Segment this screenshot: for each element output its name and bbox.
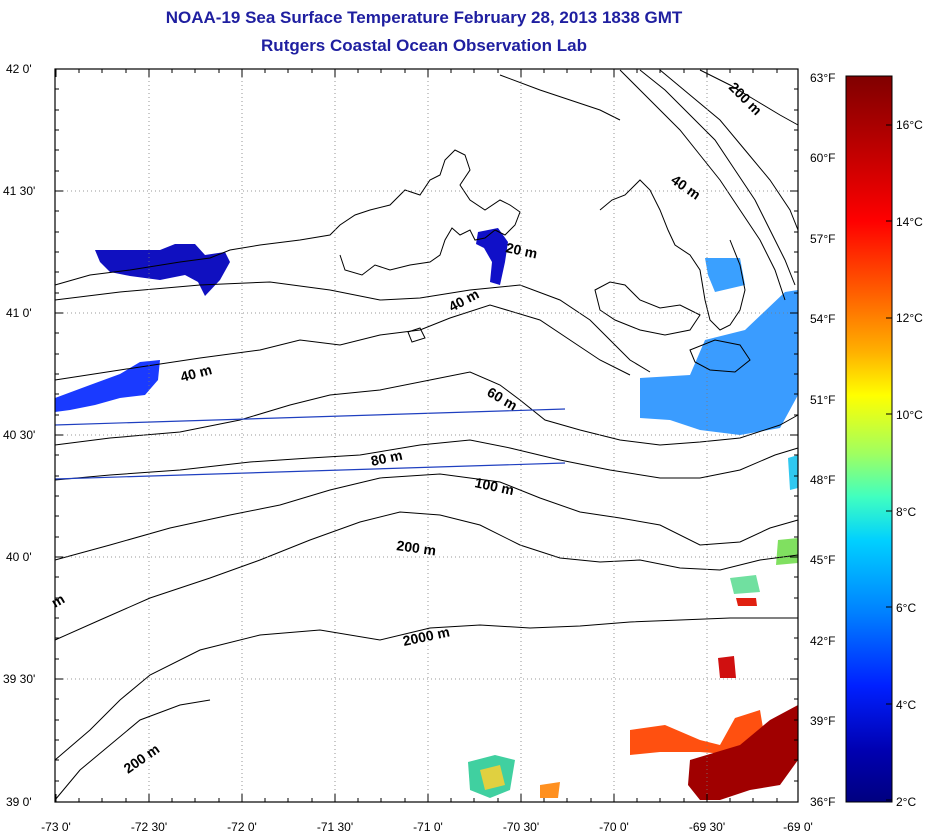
coastline-rhode-island — [339, 227, 496, 276]
contour-label-200m-gulf: 200 m — [726, 79, 765, 118]
track-lines — [54, 408, 566, 480]
c-label-16: 16°C — [896, 118, 923, 132]
contour-100m — [54, 473, 799, 561]
contour-40m — [54, 304, 631, 381]
sst-patch-warm-core — [688, 705, 798, 800]
fahrenheit-labels: 63°F 60°F 57°F 54°F 51°F 48°F 45°F 42°F … — [810, 71, 835, 809]
sst-patch-southwest-yellow — [480, 765, 505, 790]
lon-label-70-30: -70 30' — [503, 820, 539, 834]
c-label-8: 8°C — [896, 505, 916, 519]
sst-patch-nantucket — [640, 290, 798, 435]
sst-patch-shelf-edge-teal — [788, 455, 798, 490]
f-label-60: 60°F — [810, 151, 835, 165]
contour-gulf-2 — [639, 69, 796, 286]
lat-label-39: 39 0' — [6, 795, 32, 809]
lon-label-72: -72 0' — [227, 820, 257, 834]
coastline-long-island — [54, 149, 521, 286]
contour-label-100m: 100 m — [473, 474, 515, 498]
contour-label-20m: 20 m — [504, 239, 539, 261]
contour-60m — [54, 371, 799, 446]
contour-label-200m-south: 200 m — [121, 741, 163, 777]
sst-patch-red-small — [736, 598, 757, 606]
lon-label-72-30: -72 30' — [131, 820, 167, 834]
lat-label-41: 41 0' — [6, 306, 32, 320]
contour-label-2000m: 2000 m — [401, 623, 451, 649]
contour-gulf-4 — [699, 69, 799, 126]
sst-patch-warm-orange — [630, 710, 765, 755]
contour-20m — [54, 281, 651, 373]
f-label-48: 48°F — [810, 473, 835, 487]
coastline-nantucket — [689, 339, 751, 373]
lon-label-69-30: -69 30' — [689, 820, 725, 834]
contour-label-west-edge: m — [49, 591, 68, 611]
contour-label-200m: 200 m — [396, 537, 438, 558]
c-label-6: 6°C — [896, 601, 916, 615]
contour-label-60m: 60 m — [485, 384, 521, 414]
longitude-labels: -73 0' -72 30' -72 0' -71 30' -71 0' -70… — [41, 820, 813, 834]
bathymetry-contours — [54, 69, 799, 801]
lon-label-71: -71 0' — [413, 820, 443, 834]
latitude-labels: 42 0' 41 30' 41 0' 40 30' 40 0' 39 30' 3… — [3, 62, 35, 809]
track-line-1 — [54, 408, 566, 426]
contour-inner-gulf — [499, 74, 621, 121]
sst-patch-green-east — [776, 538, 798, 565]
lon-label-71-30: -71 30' — [317, 820, 353, 834]
f-label-36: 36°F — [810, 795, 835, 809]
c-label-10: 10°C — [896, 408, 923, 422]
contour-label-40m-ri: 40 m — [446, 286, 482, 315]
contour-200m — [54, 511, 799, 641]
map-subtitle: Rutgers Coastal Ocean Observation Lab — [261, 36, 587, 55]
contour-label-40m-gulf: 40 m — [668, 171, 703, 202]
f-label-51: 51°F — [810, 393, 835, 407]
map-title: NOAA-19 Sea Surface Temperature February… — [165, 8, 683, 27]
lon-label-73: -73 0' — [41, 820, 71, 834]
coastline-layer — [54, 149, 751, 373]
lat-label-39-30: 39 30' — [3, 672, 35, 686]
color-bar — [845, 75, 893, 803]
celsius-labels: 16°C 14°C 12°C 10°C 8°C 6°C 4°C 2°C — [896, 118, 923, 809]
sst-patch-green-small — [730, 575, 760, 594]
sst-patch-cold-west — [95, 244, 230, 296]
contour-200m-south — [54, 699, 211, 801]
c-label-14: 14°C — [896, 215, 923, 229]
c-label-12: 12°C — [896, 311, 923, 325]
contour-label-80m: 80 m — [369, 447, 404, 469]
lat-label-40-30: 40 30' — [3, 428, 35, 442]
axis-ticks — [55, 68, 798, 802]
colorbar-ticks — [886, 124, 892, 801]
c-label-4: 4°C — [896, 698, 916, 712]
sst-patch-red-dot — [718, 656, 736, 678]
lat-label-42: 42 0' — [6, 62, 32, 76]
f-label-42: 42°F — [810, 634, 835, 648]
lat-label-41-30: 41 30' — [3, 184, 35, 198]
sst-patch-small-orange — [540, 782, 560, 798]
lon-label-69: -69 0' — [783, 820, 813, 834]
sst-patch-cold-bay — [476, 228, 508, 285]
coastline-marthas-vineyard — [594, 281, 701, 336]
coastline-block-island — [407, 327, 426, 343]
contour-2000m — [54, 617, 798, 761]
f-label-39: 39°F — [810, 714, 835, 728]
f-label-54: 54°F — [810, 312, 835, 326]
contour-gulf-1 — [619, 69, 786, 301]
f-label-63: 63°F — [810, 71, 835, 85]
contour-gulf-3 — [659, 69, 799, 231]
f-label-57: 57°F — [810, 232, 835, 246]
c-label-2: 2°C — [896, 795, 916, 809]
f-label-45: 45°F — [810, 553, 835, 567]
coastline-cape-cod — [599, 179, 746, 331]
sst-patch-cape-cod — [705, 258, 745, 292]
lat-label-40: 40 0' — [6, 550, 32, 564]
contour-label-40m-west: 40 m — [179, 361, 214, 385]
track-line-2 — [54, 462, 566, 480]
lon-label-70: -70 0' — [599, 820, 629, 834]
sst-patch-cold-nearshore — [55, 360, 160, 412]
sst-data-layer — [55, 228, 798, 800]
contour-80m — [54, 439, 799, 481]
